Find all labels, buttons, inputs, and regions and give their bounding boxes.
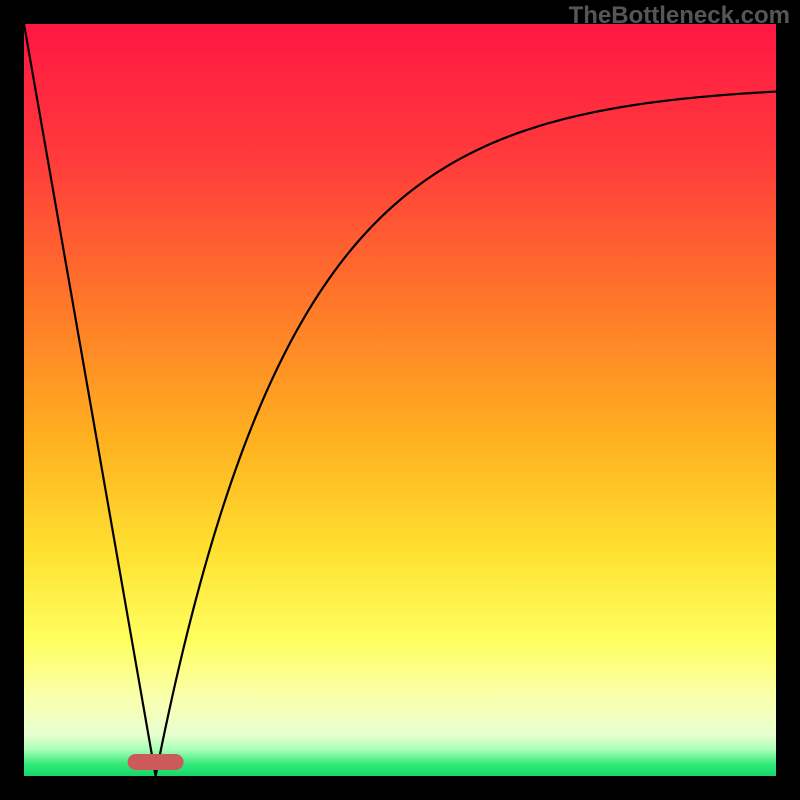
watermark-text: TheBottleneck.com xyxy=(569,2,790,30)
bottleneck-marker xyxy=(128,754,184,770)
chart-container: TheBottleneck.com xyxy=(0,0,800,800)
bottleneck-chart xyxy=(0,0,800,800)
